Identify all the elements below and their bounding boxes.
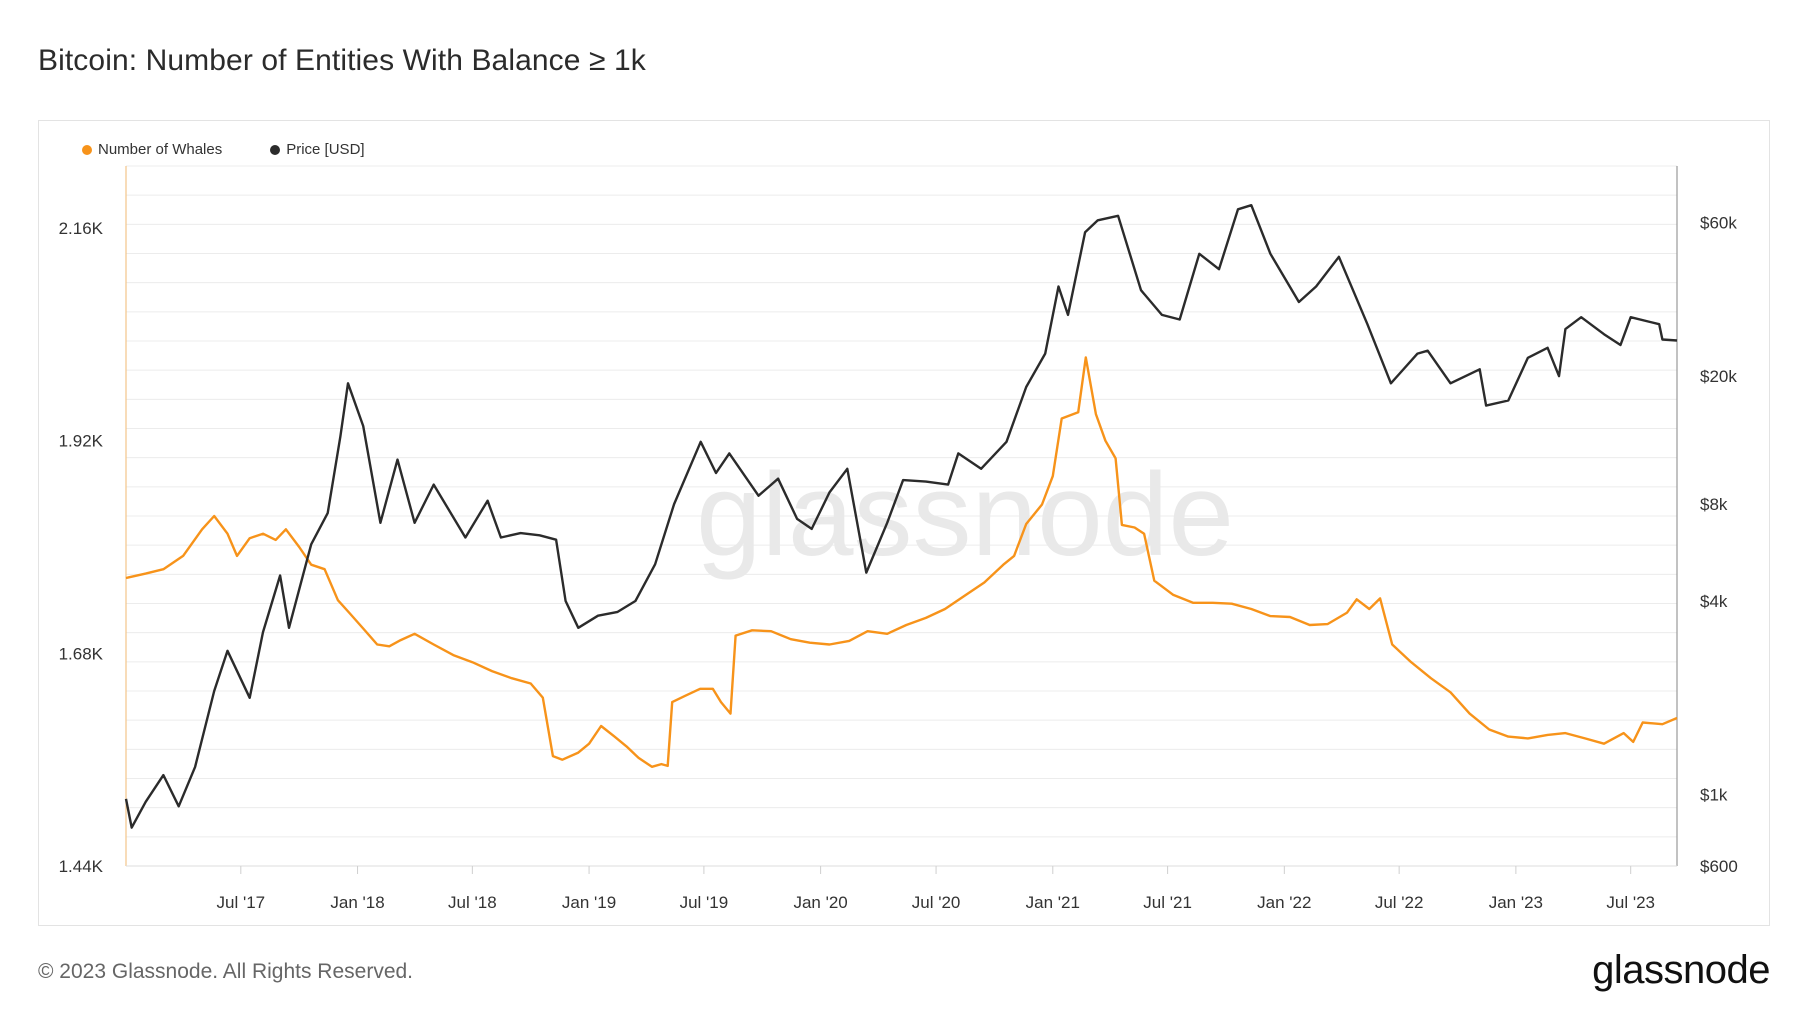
x-tick-label: Jul '22 (1375, 893, 1424, 912)
x-tick-label: Jul '19 (680, 893, 729, 912)
legend-label-whales: Number of Whales (98, 141, 223, 158)
series-layer (124, 204, 1678, 829)
glassnode-logo[interactable]: glassnode (1592, 948, 1770, 992)
y-left-tick-label: 2.16K (59, 219, 104, 238)
copyright-text: © 2023 Glassnode. All Rights Reserved. (38, 960, 414, 983)
y-right-tick-label: $600 (1700, 857, 1738, 876)
x-tick-label: Jul '17 (217, 893, 266, 912)
x-tick-label: Jan '21 (1026, 893, 1080, 912)
legend-label-price: Price [USD] (286, 141, 365, 158)
y-right-tick-label: $60k (1700, 214, 1737, 233)
x-tick-label: Jan '22 (1257, 893, 1311, 912)
y-right-tick-labels: $600 $1k $4k $8k $20k $60k (1700, 214, 1738, 876)
x-tick-label: Jul '23 (1606, 893, 1655, 912)
y-left-tick-label: 1.92K (59, 432, 104, 451)
y-left-tick-label: 1.68K (59, 644, 104, 663)
x-tick-label: Jul '20 (912, 893, 961, 912)
x-tick-label: Jan '19 (562, 893, 616, 912)
chart-frame (38, 120, 1770, 926)
watermark-text: glassnode (696, 449, 1234, 581)
x-tick-label: Jul '18 (448, 893, 497, 912)
legend-item-whales[interactable]: Number of Whales (82, 141, 222, 158)
legend-item-price[interactable]: Price [USD] (270, 141, 365, 158)
price-series-line[interactable] (124, 204, 1678, 829)
y-left-tick-labels: 1.44K 1.68K 1.92K 2.16K (59, 219, 104, 876)
x-tick-labels: Jul '17 Jan '18 Jul '18 Jan '19 Jul '19 Jan '… (217, 866, 1655, 912)
y-left-tick-label: 1.44K (59, 857, 104, 876)
y-right-tick-label: $4k (1700, 592, 1728, 611)
chart-legend: Number of Whales Price [USD] (82, 141, 365, 158)
y-right-tick-label: $8k (1700, 495, 1728, 514)
y-right-tick-label: $1k (1700, 786, 1728, 805)
legend-dot-whales (82, 144, 92, 155)
axes (125, 166, 1678, 867)
y-right-tick-label: $20k (1700, 367, 1737, 386)
legend-dot-price (270, 144, 281, 155)
x-tick-label: Jan '20 (793, 893, 847, 912)
x-tick-label: Jul '21 (1143, 893, 1192, 912)
chart-title: Bitcoin: Number of Entities With Balance… (38, 44, 646, 77)
whales-series-line[interactable] (125, 356, 1678, 768)
x-tick-label: Jan '23 (1489, 893, 1543, 912)
x-tick-label: Jan '18 (330, 893, 384, 912)
